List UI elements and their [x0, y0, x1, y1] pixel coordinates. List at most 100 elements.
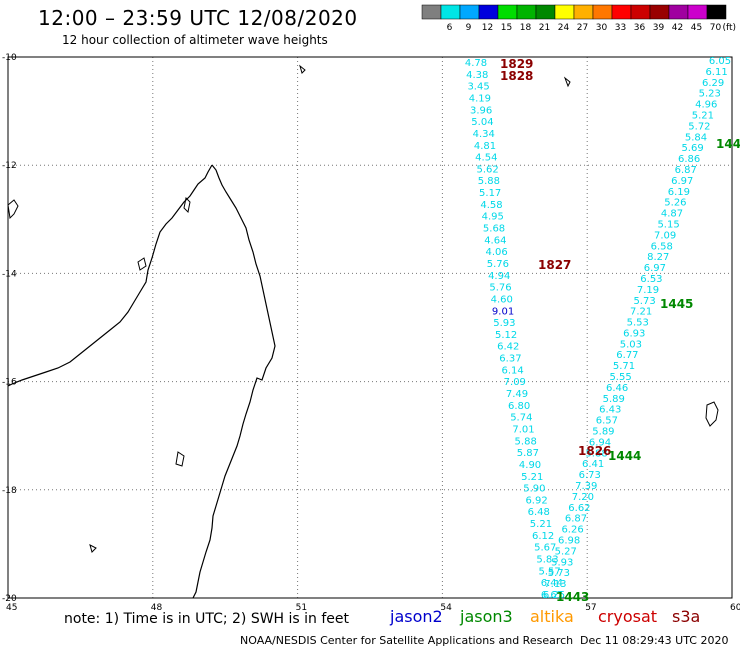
- wave-height-a: 4.06: [485, 247, 507, 258]
- legend-jason2: jason2: [390, 607, 443, 626]
- wave-height-b: 7.39: [575, 481, 597, 492]
- wave-height-b: 5.26: [664, 198, 686, 209]
- wave-height-b: 5.89: [592, 427, 614, 438]
- wave-height-a: 5.68: [483, 224, 505, 235]
- wave-height-a: 6.80: [508, 401, 530, 412]
- legend-altika: altika: [530, 607, 574, 626]
- wave-height-a: 4.54: [475, 153, 497, 164]
- wave-height-a: 5.21: [530, 519, 552, 530]
- colorbar-swatch: [706, 4, 727, 20]
- grid-lines: [8, 57, 732, 598]
- colorbar-tick-label: 33: [615, 23, 626, 33]
- wave-height-b: 6.94: [589, 437, 611, 448]
- wave-height-b: 6.43: [599, 405, 621, 416]
- wave-height-a: 5.83: [536, 555, 558, 566]
- wave-height-a: 4.94: [488, 271, 510, 282]
- colorbar-tick-label: 15: [501, 23, 512, 33]
- wave-height-a: 7.49: [506, 389, 528, 400]
- wave-height-b: 5.55: [609, 372, 631, 383]
- lat-label: -16: [2, 378, 17, 388]
- lat-label: -12: [2, 161, 17, 171]
- lon-label: 51: [296, 603, 307, 613]
- pass-time-label: 1445: [660, 297, 693, 311]
- colorbar-swatch: [687, 4, 708, 20]
- wave-height-a: 5.12: [495, 330, 517, 341]
- lon-label: 48: [151, 603, 163, 613]
- wave-height-b: 6.77: [616, 350, 638, 361]
- wave-height-b: 4.87: [661, 209, 683, 220]
- colorbar-tick-label: 45: [691, 23, 702, 33]
- wave-height-a: 4.38: [466, 70, 488, 81]
- lat-label: -14: [2, 269, 17, 279]
- wave-height-b: 7.09: [654, 230, 676, 241]
- colorbar-unit: (ft): [723, 23, 737, 33]
- wave-height-a: 7.09: [504, 377, 526, 388]
- wave-height-a: 5.21: [521, 472, 543, 483]
- coastline-islands: [7, 64, 719, 553]
- wave-height-a: 6.44: [541, 578, 563, 589]
- colorbar-swatch: [554, 4, 575, 20]
- wave-height-a: 5.93: [493, 318, 515, 329]
- wave-height-a: 5.17: [479, 188, 501, 199]
- plot-frame: [7, 56, 733, 599]
- coastline-madagascar-west: [7, 164, 213, 387]
- wave-height-b: 5.15: [657, 219, 679, 230]
- wave-height-a: 3.96: [470, 105, 492, 116]
- pass-time-label: 1827: [538, 258, 571, 272]
- wave-height-b: 6.46: [606, 383, 628, 394]
- wave-height-b: 5.21: [692, 110, 714, 121]
- wave-height-b: 6.93: [623, 328, 645, 339]
- wave-height-a: 4.81: [474, 141, 496, 152]
- colorbar-swatch: [611, 4, 632, 20]
- wave-height-b: 6.29: [702, 78, 724, 89]
- colorbar-tick-label: 9: [466, 23, 472, 33]
- wave-height-b: 6.98: [558, 536, 580, 547]
- wave-height-b: 6.62: [568, 503, 590, 514]
- legend-cryosat: cryosat: [598, 607, 658, 626]
- wave-height-a: 5.87: [517, 448, 539, 459]
- lon-label: 54: [440, 603, 452, 613]
- pass-time-label: 1443: [556, 590, 589, 604]
- wave-height-b: 6.67: [541, 590, 563, 601]
- wave-height-b: 6.19: [668, 187, 690, 198]
- wave-height-b: 5.89: [603, 394, 625, 405]
- wave-height-b: 6.58: [651, 241, 673, 252]
- wave-height-a: 6.42: [497, 342, 519, 353]
- colorbar-tick-label: 24: [558, 23, 570, 33]
- wave-height-b: 4.96: [695, 100, 717, 111]
- wave-height-a: 4.58: [480, 200, 502, 211]
- wave-height-b: 6.57: [596, 416, 618, 427]
- wave-height-a: 5.62: [476, 164, 498, 175]
- wave-height-b: 5.84: [685, 132, 707, 143]
- colorbar-swatch: [516, 4, 537, 20]
- coastline-madagascar: [192, 164, 276, 599]
- wave-height-a: 5.74: [510, 413, 532, 424]
- colorbar-tick-label: 21: [539, 23, 550, 33]
- wave-height-b: 6.11: [705, 67, 727, 78]
- wave-height-a: 6.92: [525, 495, 547, 506]
- wave-height-a: 5.88: [515, 436, 537, 447]
- timestamp: Dec 11 08:29:43 UTC 2020: [580, 634, 729, 647]
- wave-height-b: 7.19: [637, 285, 659, 296]
- wave-height-b: 6.41: [582, 459, 604, 470]
- wave-height-a: 3.45: [467, 82, 489, 93]
- colorbar-tick-label: 42: [672, 23, 683, 33]
- credit-line: NOAA/NESDIS Center for Satellite Applica…: [240, 634, 574, 647]
- colorbar-tick-label: 36: [634, 23, 646, 33]
- wave-height-b: 7.13: [544, 579, 566, 590]
- pass-time-label: 1829: [500, 57, 533, 71]
- colorbar-swatch: [668, 4, 689, 20]
- track-b: 6.056.116.295.234.965.215.725.845.696.86…: [541, 56, 731, 601]
- lat-label: -18: [2, 486, 17, 496]
- wave-height-b: 5.73: [548, 568, 570, 579]
- colorbar-tick-label: 6: [447, 23, 453, 33]
- wave-height-a: 5.67: [534, 543, 556, 554]
- colorbar-swatch: [592, 4, 613, 20]
- colorbar-tick-label: 70: [710, 23, 722, 33]
- colorbar-swatch: [497, 4, 518, 20]
- wave-height-a: 4.60: [491, 294, 513, 305]
- wave-height-a: 6.25: [543, 590, 565, 601]
